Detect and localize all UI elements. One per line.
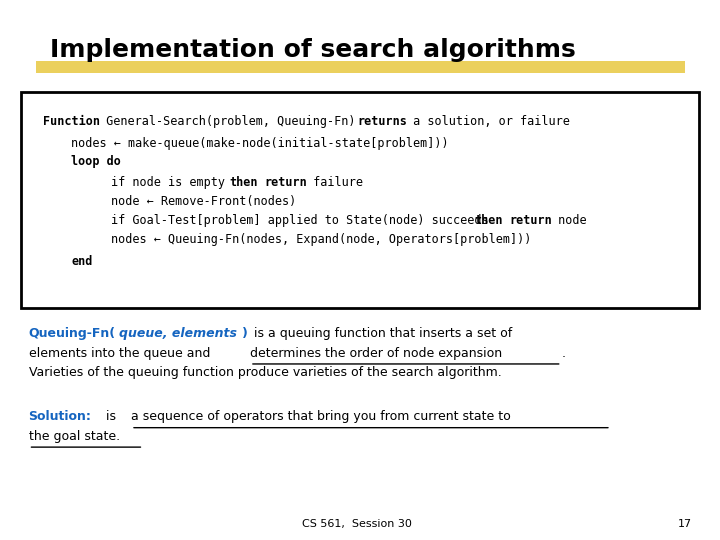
Text: Implementation of search algorithms: Implementation of search algorithms xyxy=(50,38,576,62)
Text: determines the order of node expansion: determines the order of node expansion xyxy=(250,347,502,360)
Text: if Goal-Test[problem] applied to State(node) succeeds: if Goal-Test[problem] applied to State(n… xyxy=(111,214,495,227)
Text: CS 561,  Session 30: CS 561, Session 30 xyxy=(302,519,412,529)
Text: if node is empty: if node is empty xyxy=(111,176,232,189)
Text: 17: 17 xyxy=(678,519,692,529)
Text: is: is xyxy=(102,410,120,423)
Text: queue, elements: queue, elements xyxy=(119,327,237,340)
Text: the goal state.: the goal state. xyxy=(29,430,120,443)
Text: a solution, or failure: a solution, or failure xyxy=(406,115,570,128)
Text: return: return xyxy=(264,176,307,189)
Text: a sequence of operators that bring you from current state to: a sequence of operators that bring you f… xyxy=(131,410,510,423)
Text: Varieties of the queuing function produce varieties of the search algorithm.: Varieties of the queuing function produc… xyxy=(29,366,501,379)
Text: ): ) xyxy=(242,327,248,340)
Text: loop do: loop do xyxy=(71,156,121,168)
Text: nodes ← make-queue(make-node(initial-state[problem])): nodes ← make-queue(make-node(initial-sta… xyxy=(71,137,449,150)
Text: General-Search(problem, Queuing-Fn): General-Search(problem, Queuing-Fn) xyxy=(99,115,362,128)
Text: is a queuing function that inserts a set of: is a queuing function that inserts a set… xyxy=(250,327,512,340)
Text: returns: returns xyxy=(357,115,408,128)
Text: elements into the queue and: elements into the queue and xyxy=(29,347,214,360)
Text: Solution:: Solution: xyxy=(29,410,91,423)
Text: nodes ← Queuing-Fn(nodes, Expand(node, Operators[problem])): nodes ← Queuing-Fn(nodes, Expand(node, O… xyxy=(111,233,531,246)
Text: Queuing-Fn(: Queuing-Fn( xyxy=(29,327,116,340)
Text: .: . xyxy=(562,347,566,360)
Text: return: return xyxy=(509,214,552,227)
Text: node: node xyxy=(551,214,587,227)
Text: then: then xyxy=(474,214,503,227)
Text: node ← Remove-Front(nodes): node ← Remove-Front(nodes) xyxy=(111,195,296,208)
FancyBboxPatch shape xyxy=(36,61,685,73)
Text: end: end xyxy=(71,255,93,268)
Text: then: then xyxy=(230,176,258,189)
FancyBboxPatch shape xyxy=(22,92,699,308)
Text: Function: Function xyxy=(42,115,100,128)
Text: failure: failure xyxy=(306,176,364,189)
